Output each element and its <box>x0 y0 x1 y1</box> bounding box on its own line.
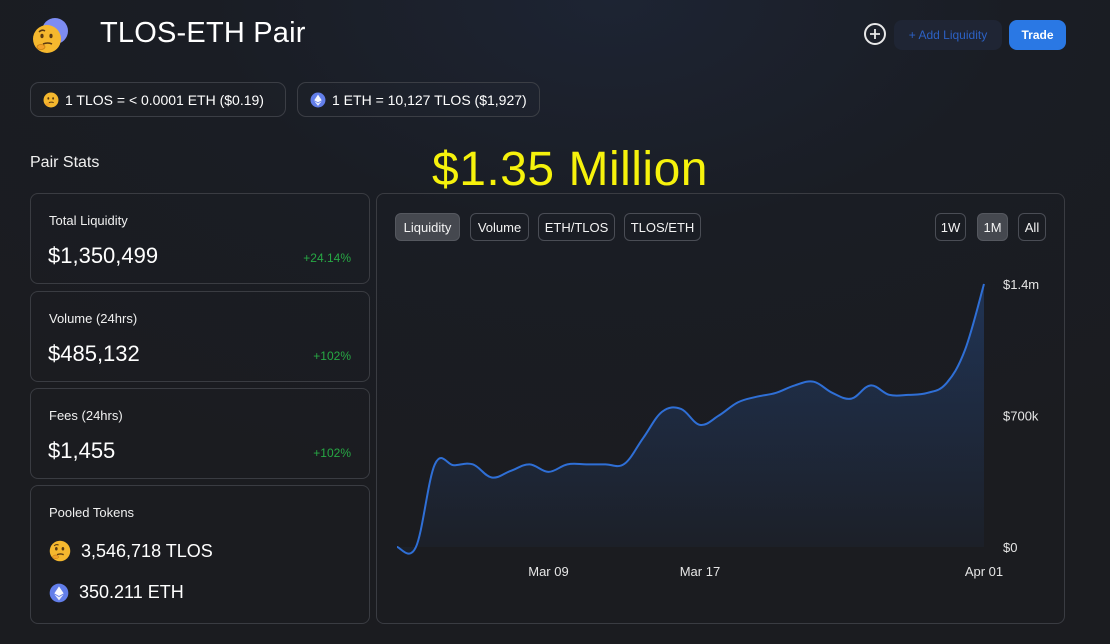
thinking-face-icon <box>49 540 71 562</box>
pooled-tokens-card: Pooled Tokens 3,546,718 TLOS 350.211 ETH <box>30 485 370 624</box>
range-1w-button[interactable]: 1W <box>935 213 966 241</box>
x-tick-label: Apr 01 <box>965 564 1003 579</box>
page-title: TLOS-ETH Pair <box>100 17 306 49</box>
eth-rate-text: 1 ETH = 10,127 TLOS ($1,927) <box>332 91 527 108</box>
volume-card: Volume (24hrs) $485,132 +102% <box>30 291 370 382</box>
y-tick-label: $0 <box>1003 540 1017 555</box>
tab-volume[interactable]: Volume <box>470 213 529 241</box>
tab-liquidity[interactable]: Liquidity <box>395 213 460 241</box>
y-tick-label: $700k <box>1003 409 1039 424</box>
range-all-button[interactable]: All <box>1018 213 1046 241</box>
add-liquidity-button[interactable]: + Add Liquidity <box>894 20 1002 50</box>
page-header: TLOS-ETH Pair + Add Liquidity Trade <box>0 0 1110 72</box>
tab-tlos-eth[interactable]: TLOS/ETH <box>624 213 701 241</box>
stat-value: $1,455 <box>48 438 116 463</box>
overlay-caption: $1.35 Million <box>432 143 708 196</box>
ethereum-icon <box>310 92 326 107</box>
stat-value: $1,350,499 <box>48 243 159 268</box>
stat-change: +24.14% <box>303 251 351 265</box>
eth-rate-pill: 1 ETH = 10,127 TLOS ($1,927) <box>297 82 540 117</box>
thinking-face-icon <box>33 25 61 53</box>
pooled-token-amount: 3,546,718 TLOS <box>81 540 213 561</box>
stat-label: Volume (24hrs) <box>49 311 138 326</box>
total-liquidity-card: Total Liquidity $1,350,499 +24.14% <box>30 193 370 284</box>
liquidity-line <box>396 283 985 555</box>
stat-label: Pooled Tokens <box>49 505 135 520</box>
stat-value: $485,132 <box>48 341 140 366</box>
add-icon-button[interactable] <box>864 23 886 45</box>
trade-button[interactable]: Trade <box>1009 20 1066 50</box>
y-tick-label: $1.4m <box>1003 277 1039 292</box>
pooled-token-row: 3,546,718 TLOS <box>49 540 213 562</box>
x-tick-label: Mar 09 <box>528 564 568 579</box>
stat-change: +102% <box>313 446 351 460</box>
tlos-rate-pill: 1 TLOS = < 0.0001 ETH ($0.19) <box>30 82 286 117</box>
stat-change: +102% <box>313 349 351 363</box>
x-tick-label: Mar 17 <box>680 564 720 579</box>
tlos-rate-text: 1 TLOS = < 0.0001 ETH ($0.19) <box>65 91 264 108</box>
ethereum-icon <box>49 583 69 602</box>
pooled-token-amount: 350.211 ETH <box>79 582 184 602</box>
chart-panel: Liquidity Volume ETH/TLOS TLOS/ETH 1W 1M… <box>376 193 1065 624</box>
fees-card: Fees (24hrs) $1,455 +102% <box>30 388 370 479</box>
tab-eth-tlos[interactable]: ETH/TLOS <box>538 213 615 241</box>
stat-label: Total Liquidity <box>49 213 128 228</box>
thinking-face-icon <box>43 92 59 107</box>
x-axis-ticks: Mar 09 Mar 17 Apr 01 <box>528 564 1003 579</box>
pair-stats-title: Pair Stats <box>30 154 100 171</box>
plus-icon <box>870 29 880 39</box>
range-1m-button[interactable]: 1M <box>977 213 1008 241</box>
pair-logo <box>32 18 72 54</box>
pooled-token-row: 350.211 ETH <box>49 582 184 603</box>
stat-label: Fees (24hrs) <box>49 408 123 423</box>
liquidity-chart: Mar 09 Mar 17 Apr 01 $1.4m $700k $0 <box>396 277 1039 579</box>
y-axis-ticks: $1.4m $700k $0 <box>1003 277 1039 555</box>
